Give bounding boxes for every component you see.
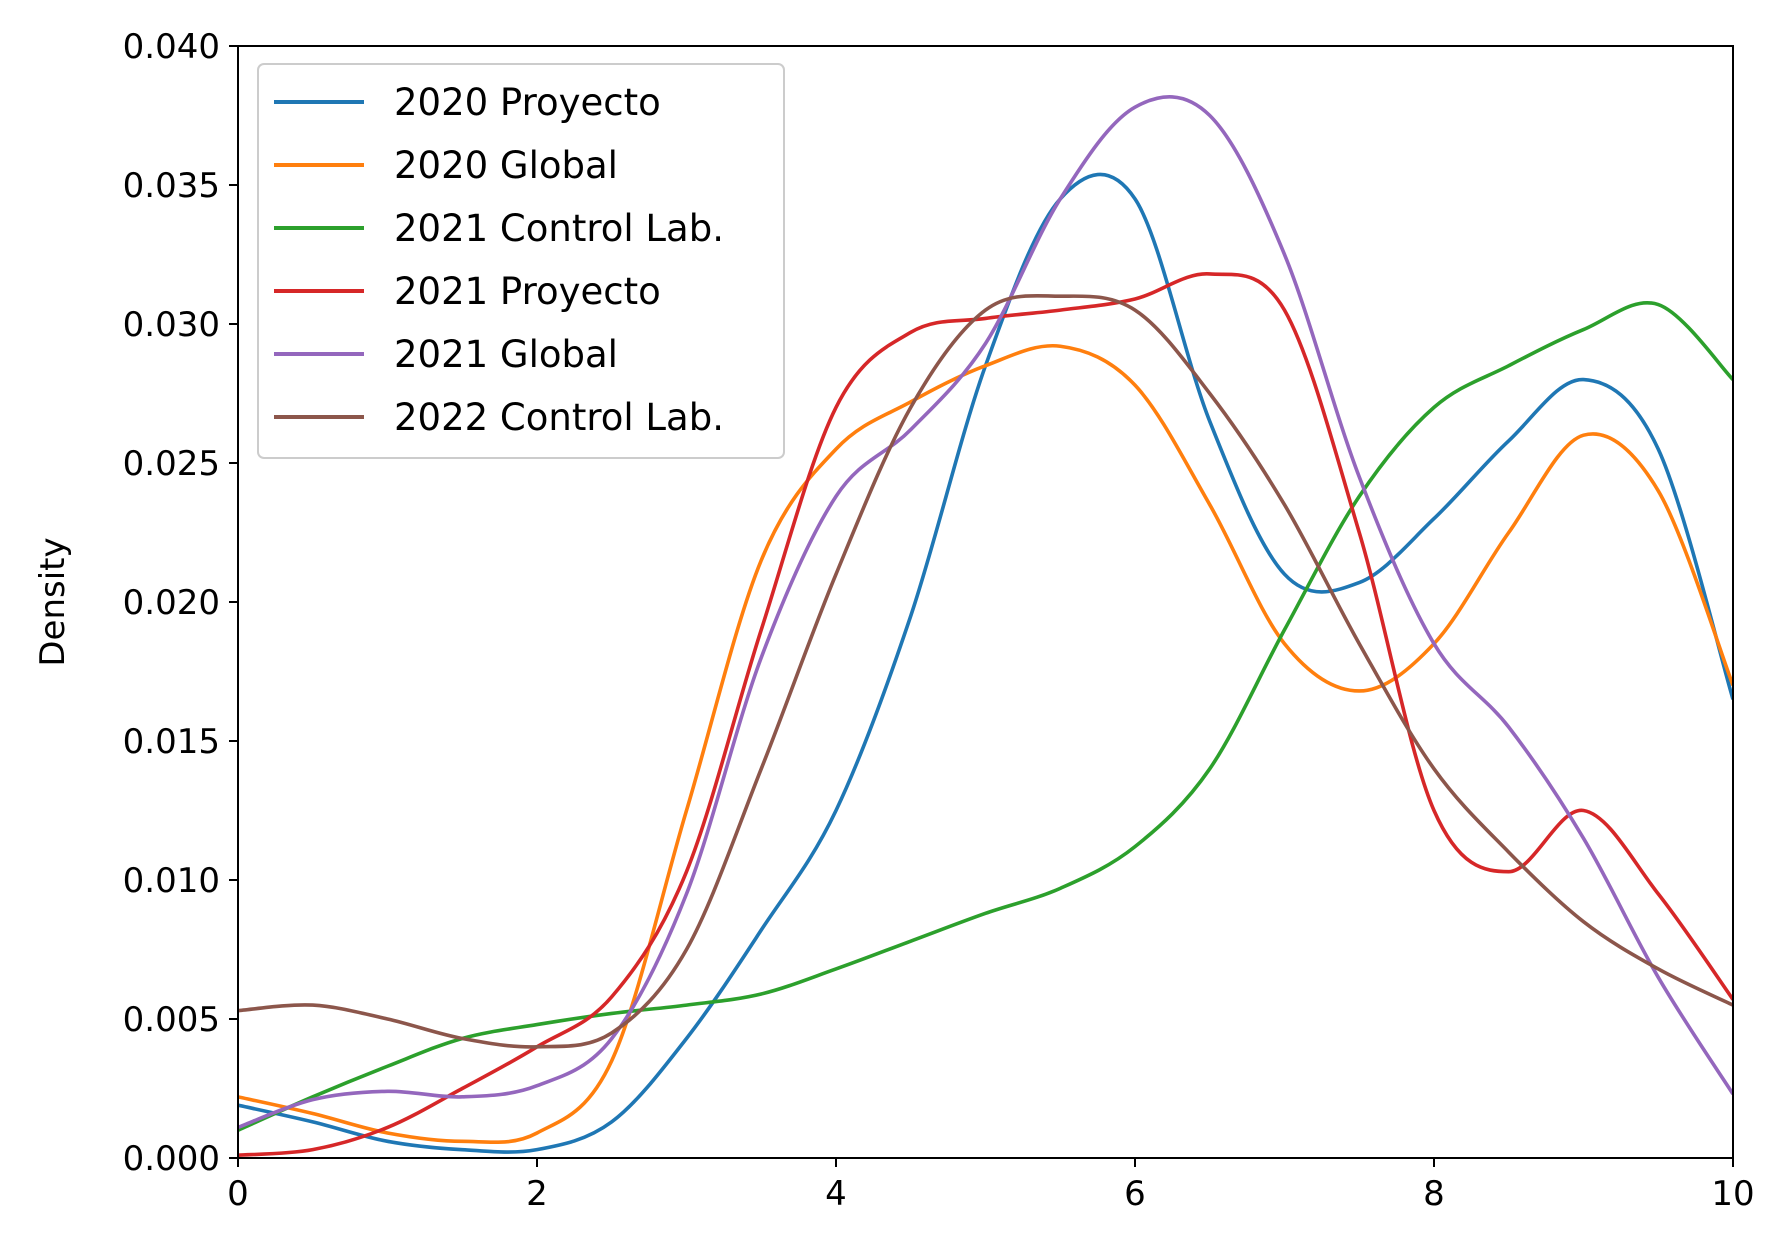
y-axis-label: Density [33, 537, 73, 666]
x-axis: 0 2 4 6 8 10 [227, 1158, 1755, 1214]
x-tick-label: 10 [1711, 1174, 1754, 1214]
y-tick-label: 0.030 [123, 305, 220, 345]
y-tick-label: 0.005 [123, 1000, 220, 1040]
legend-label: 2022 Control Lab. [394, 396, 724, 439]
y-tick-label: 0.015 [123, 722, 220, 762]
legend-label: 2020 Global [394, 144, 618, 187]
legend-label: 2021 Control Lab. [394, 207, 724, 250]
y-tick-label: 0.010 [123, 861, 220, 901]
x-tick-label: 8 [1423, 1174, 1445, 1214]
y-tick-label: 0.020 [123, 583, 220, 623]
y-tick-label: 0.025 [123, 444, 220, 484]
legend-label: 2020 Proyecto [394, 81, 661, 124]
x-tick-label: 6 [1124, 1174, 1146, 1214]
x-tick-label: 2 [526, 1174, 548, 1214]
y-tick-label: 0.000 [123, 1139, 220, 1179]
x-tick-label: 0 [227, 1174, 249, 1214]
legend: 2020 Proyecto 2020 Global 2021 Control Lab… [257, 63, 785, 459]
y-tick-label: 0.035 [123, 166, 220, 206]
legend-label: 2021 Proyecto [394, 270, 661, 313]
y-tick-label: 0.040 [123, 27, 220, 67]
x-tick-label: 4 [825, 1174, 847, 1214]
series-layer [238, 95, 1733, 1158]
series-line-5 [238, 293, 1733, 1049]
legend-box [257, 63, 785, 459]
series-line-4 [238, 95, 1733, 1130]
legend-label: 2021 Global [394, 333, 618, 376]
series-line-2 [238, 301, 1733, 1132]
series-line-1 [238, 343, 1733, 1145]
y-axis: 0.000 0.005 0.010 0.015 0.020 0.025 0.030 0.035… [123, 27, 238, 1179]
